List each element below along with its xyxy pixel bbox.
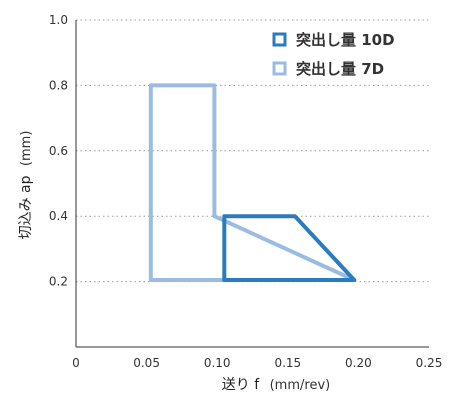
legend: 突出し量 10D 突出し量 7D [272, 31, 395, 78]
x-axis-unit: (mm/rev) [270, 378, 331, 393]
y-tick-label-0: 0.2 [49, 275, 68, 289]
x-axis-label: 送り f [222, 377, 260, 393]
plot-area [148, 83, 357, 282]
y-tick-label-3: 0.8 [49, 78, 68, 92]
x-tick-label-3: 0.15 [274, 356, 301, 370]
tick-labels: 0 0.05 0.10 0.15 0.20 0.25 0.2 0.4 0.6 0.8 1.0 [49, 13, 442, 370]
y-tick-label-2: 0.6 [49, 144, 68, 158]
x-tick-label-5: 0.25 [416, 356, 443, 370]
legend-label-0: 突出し量 10D [296, 31, 395, 49]
series-region-0 [222, 214, 357, 282]
y-tick-label-1: 0.4 [49, 209, 68, 223]
y-axis-unit: (mm) [19, 131, 34, 166]
legend-swatch-0 [272, 32, 287, 47]
x-tick-label-4: 0.20 [345, 356, 372, 370]
series-region-1 [148, 83, 357, 282]
x-tick-label-0: 0 [72, 356, 80, 370]
x-axis-title: 送り f (mm/rev) [222, 377, 330, 393]
y-axis-title: 切込み ap (mm) [18, 131, 34, 240]
axes [75, 20, 429, 348]
x-tick-label-2: 0.10 [204, 356, 231, 370]
x-tick-label-1: 0.05 [133, 356, 160, 370]
y-axis-label: 切込み ap [18, 175, 34, 239]
legend-label-1: 突出し量 7D [296, 60, 384, 78]
y-tick-label-4: 1.0 [49, 13, 68, 27]
legend-swatch-1 [272, 61, 287, 76]
